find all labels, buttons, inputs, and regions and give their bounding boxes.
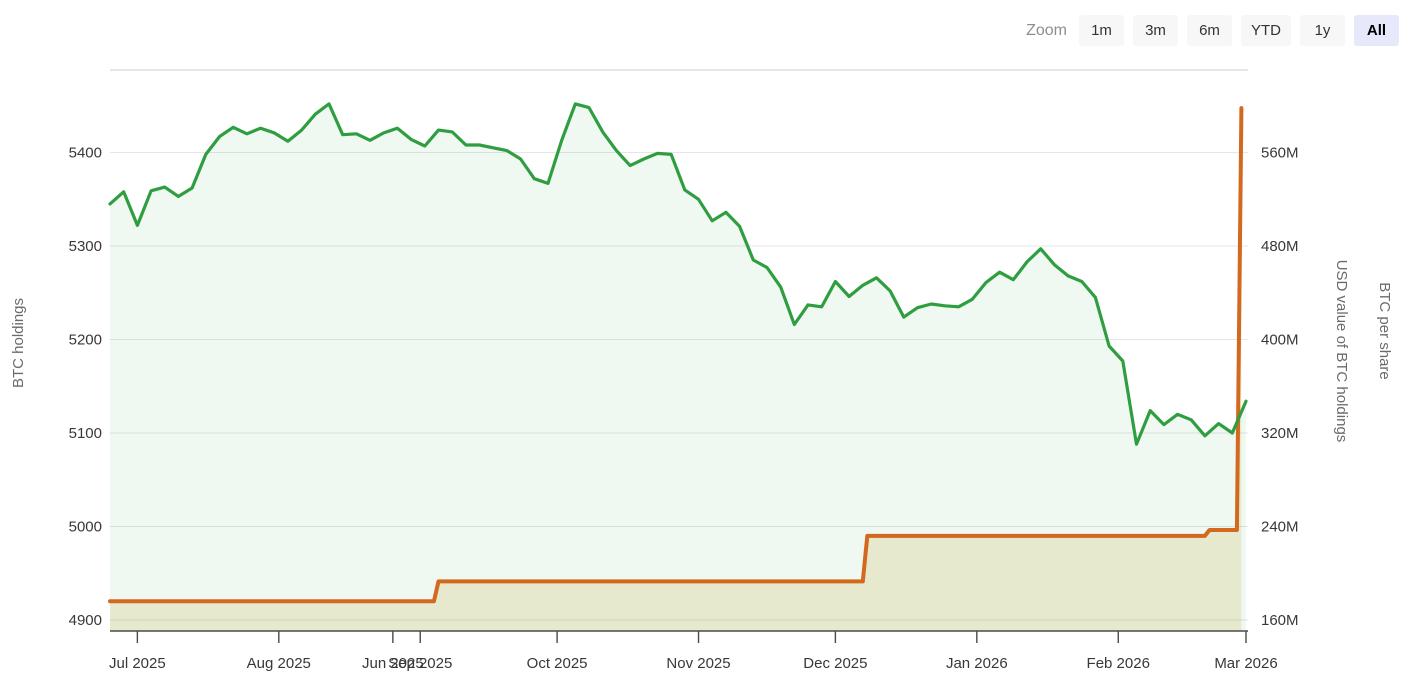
right-axis-title-btc-per-share: BTC per share xyxy=(1376,282,1393,380)
x-tick-label: Dec 2025 xyxy=(803,655,867,672)
usd-value-area xyxy=(110,108,1242,632)
x-tick-label: Feb 2026 xyxy=(1087,655,1150,672)
zoom-button-6m[interactable]: 6m xyxy=(1187,15,1232,46)
x-tick-label: Jun 2025 xyxy=(362,655,424,672)
left-axis-title: BTC holdings xyxy=(10,298,27,388)
x-tick-label: Jan 2026 xyxy=(946,655,1008,672)
btc-holdings-area xyxy=(110,103,1246,631)
zoom-button-all[interactable]: All xyxy=(1354,15,1399,46)
x-tick-label: Oct 2025 xyxy=(527,655,588,672)
zoom-label: Zoom xyxy=(1026,21,1067,39)
zoom-button-1y[interactable]: 1y xyxy=(1300,15,1345,46)
y-axis-right-label: 400M xyxy=(1261,332,1299,349)
x-tick-label: Sep 2025 xyxy=(388,655,452,672)
y-axis-right-label: 240M xyxy=(1261,519,1299,536)
zoom-button-ytd[interactable]: YTD xyxy=(1241,15,1291,46)
plot-area[interactable] xyxy=(110,70,1248,631)
zoom-button-3m[interactable]: 3m xyxy=(1133,15,1178,46)
y-axis-left-label: 5400 xyxy=(69,145,102,162)
x-tick-label: Nov 2025 xyxy=(666,655,730,672)
y-axis-left-label: 5200 xyxy=(69,332,102,349)
x-tick-label: Aug 2025 xyxy=(247,655,311,672)
y-axis-left-label: 5300 xyxy=(69,238,102,255)
y-axis-left-label: 5000 xyxy=(69,519,102,536)
y-axis-left-label: 4900 xyxy=(69,612,102,629)
zoom-button-1m[interactable]: 1m xyxy=(1079,15,1124,46)
y-axis-right-label: 480M xyxy=(1261,238,1299,255)
y-axis-right-label: 320M xyxy=(1261,425,1299,442)
y-axis-right-label: 160M xyxy=(1261,612,1299,629)
btc-holdings-line xyxy=(108,102,1248,446)
y-axis-right-label: 560M xyxy=(1261,145,1299,162)
zoom-toolbar: Zoom 1m 3m 6m YTD 1y All xyxy=(1026,15,1399,46)
usd-value-line xyxy=(108,106,1244,604)
x-tick-label: Jul 2025 xyxy=(109,655,166,672)
right-axis-title-usd-value: USD value of BTC holdings xyxy=(1333,260,1350,443)
y-axis-left-label: 5100 xyxy=(69,425,102,442)
x-tick-label: Mar 2026 xyxy=(1214,655,1277,672)
